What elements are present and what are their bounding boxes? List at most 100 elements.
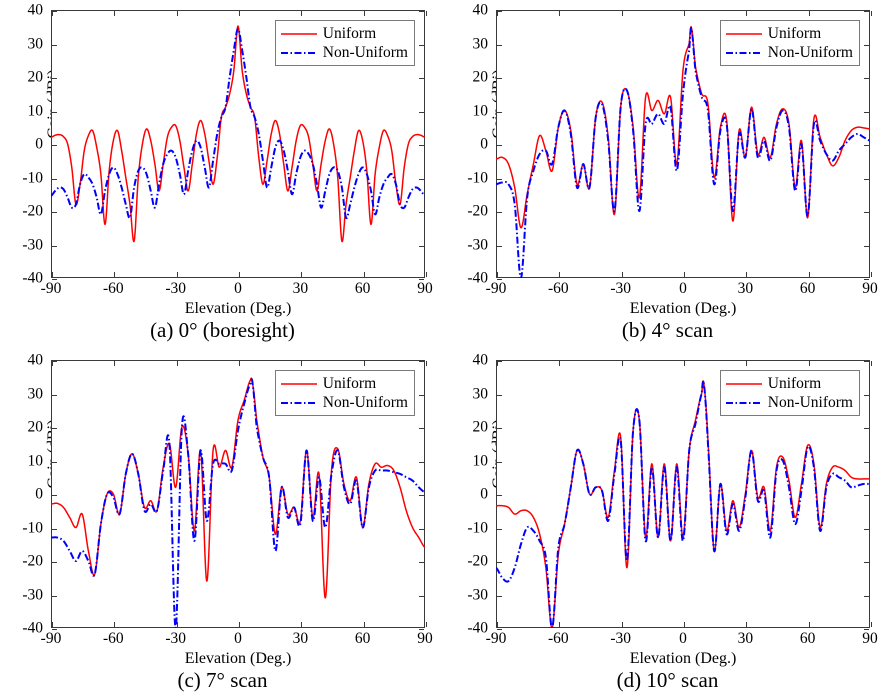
y-tick-mark: [864, 145, 869, 146]
x-tick-labels-a: -90 -60 -30 0 30 60 90: [41, 281, 433, 303]
x-tick-mark: [114, 272, 116, 277]
y-tick-mark: [497, 528, 502, 530]
y-tick-mark: [864, 212, 869, 213]
series-curve-non-uniform: [51, 27, 425, 220]
y-tick-mark: [419, 394, 424, 396]
y-tick-label: 0: [35, 485, 43, 503]
y-tick-mark: [497, 595, 502, 597]
x-tick-label: -60: [547, 630, 569, 647]
x-tick-label: 90: [862, 280, 878, 297]
x-tick-mark: [684, 272, 685, 277]
y-tick-mark: [419, 178, 424, 180]
x-tick-mark: [363, 11, 365, 16]
legend-row-nonuniform-c: Non-Uniform: [280, 393, 408, 412]
legend-row-nonuniform-b: Non-Uniform: [725, 43, 853, 62]
legend-line-solid-icon: [280, 378, 318, 390]
y-tick-mark: [419, 461, 424, 463]
x-tick-labels-b: -90 -60 -30 0 30 60 90: [486, 280, 878, 303]
x-tick-mark: [808, 272, 810, 277]
legend-line-solid-icon: [725, 378, 763, 390]
plot-area-d: Uniform Non-Uniform: [496, 360, 872, 630]
y-tick-mark: [419, 562, 424, 563]
y-tick-label: -20: [22, 202, 43, 220]
x-tick-mark: [239, 361, 240, 366]
y-tick-label: -10: [22, 168, 43, 186]
series-curve-uniform: [51, 25, 425, 243]
y-tick-label: 20: [472, 68, 489, 86]
y-tick-label: 40: [472, 1, 489, 19]
y-tick-mark: [497, 212, 502, 213]
y-tick-mark: [419, 245, 424, 247]
x-tick-label: 60: [799, 630, 816, 647]
x-tick-label: -90: [40, 630, 62, 647]
y-tick-mark: [419, 212, 424, 213]
x-tick-mark: [497, 622, 498, 627]
x-tick-mark: [871, 622, 872, 627]
y-tick-mark: [52, 495, 57, 496]
y-tick-mark: [864, 595, 869, 597]
y-tick-label: -30: [22, 585, 43, 603]
y-tick-mark: [497, 361, 502, 362]
x-tick-mark: [176, 622, 178, 627]
y-tick-labels-a: -40 -30 -20 -10 0 10 20 30 40: [0, 2, 47, 285]
y-tick-label: -10: [467, 168, 488, 186]
legend-label-nonuniform: Non-Uniform: [767, 393, 853, 411]
y-tick-mark: [864, 111, 869, 113]
legend-label-nonuniform: Non-Uniform: [322, 43, 408, 61]
x-tick-mark: [239, 272, 240, 277]
y-tick-mark: [419, 495, 424, 496]
y-tick-mark: [419, 361, 424, 362]
y-tick-mark: [497, 44, 502, 46]
x-tick-mark: [52, 272, 53, 277]
x-tick-mark: [114, 11, 116, 16]
x-tick-mark: [684, 11, 685, 16]
y-tick-mark: [52, 361, 57, 362]
x-tick-mark: [559, 272, 561, 277]
x-tick-mark: [301, 272, 303, 277]
y-tick-mark: [52, 212, 57, 213]
x-tick-mark: [426, 272, 427, 277]
plot-curves-d: [496, 379, 870, 628]
x-tick-mark: [621, 272, 623, 277]
y-tick-mark: [864, 11, 869, 12]
y-tick-label: 10: [472, 451, 489, 469]
series-curve-non-uniform: [51, 378, 425, 628]
y-tick-label: 20: [27, 68, 44, 86]
y-tick-label: 0: [480, 485, 488, 503]
y-tick-mark: [864, 361, 869, 362]
x-tick-mark: [52, 11, 53, 16]
x-tick-label: -60: [102, 630, 124, 647]
y-tick-mark: [52, 245, 57, 247]
y-tick-mark: [52, 178, 57, 180]
y-tick-label: -40: [22, 619, 43, 637]
x-tick-label: 90: [417, 630, 433, 647]
x-tick-mark: [52, 361, 53, 366]
y-tick-label: 20: [472, 418, 489, 436]
y-tick-mark: [419, 629, 424, 630]
legend-label-uniform: Uniform: [767, 24, 822, 42]
legend-row-uniform-d: Uniform: [725, 374, 853, 393]
legend-row-nonuniform-d: Non-Uniform: [725, 393, 853, 412]
legend-label-nonuniform: Non-Uniform: [322, 393, 408, 411]
y-tick-mark: [497, 495, 502, 496]
x-tick-mark: [621, 361, 623, 366]
panel-caption-c: (c) 7° scan: [177, 668, 268, 692]
x-tick-mark: [52, 622, 53, 627]
x-tick-mark: [746, 272, 748, 277]
y-tick-label: -30: [467, 235, 488, 253]
legend-c: Uniform Non-Uniform: [274, 370, 415, 416]
x-tick-mark: [746, 622, 748, 627]
legend-line-dashdot-icon: [280, 397, 318, 409]
y-tick-mark: [497, 145, 502, 146]
y-tick-labels-b: -40 -30 -20 -10 0 10 20 30 40: [445, 2, 492, 285]
y-tick-mark: [52, 629, 57, 630]
y-tick-mark: [497, 279, 502, 280]
y-tick-mark: [419, 595, 424, 597]
series-curve-uniform: [496, 380, 870, 628]
panel-caption-a: (a) 0° (boresight): [150, 318, 295, 342]
legend-label-nonuniform: Non-Uniform: [767, 43, 853, 61]
x-tick-mark: [176, 11, 178, 16]
x-tick-label: 30: [737, 280, 754, 297]
